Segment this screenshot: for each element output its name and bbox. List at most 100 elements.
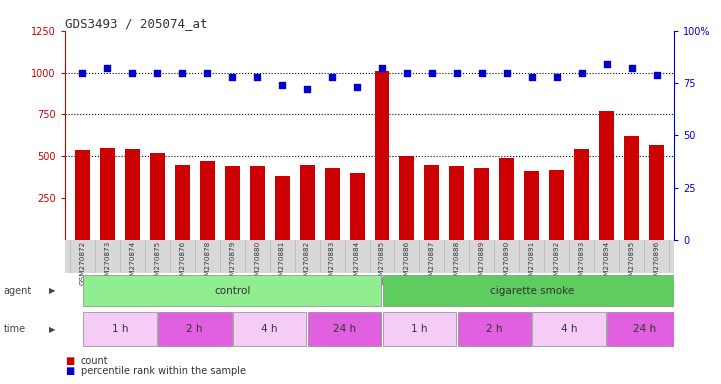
Text: GSM270873: GSM270873 [105,241,110,285]
Text: GSM270894: GSM270894 [603,241,610,285]
Bar [574,149,589,240]
Text: GSM270896: GSM270896 [654,241,660,285]
Point [151,70,163,76]
Text: cigarette smoke: cigarette smoke [490,286,574,296]
Text: 2 h: 2 h [187,324,203,334]
Point [576,70,588,76]
Point [376,65,388,71]
Text: ▶: ▶ [49,286,56,295]
Bar [383,275,681,306]
Point [626,65,637,71]
Point [551,74,562,80]
Text: GSM270872: GSM270872 [79,241,85,285]
Text: 1 h: 1 h [411,324,428,334]
Point [451,70,463,76]
Point [401,70,412,76]
Text: GSM270881: GSM270881 [279,241,285,285]
Text: time: time [4,324,26,334]
Bar [383,312,456,346]
Text: GDS3493 / 205074_at: GDS3493 / 205074_at [65,17,208,30]
Bar [500,158,514,240]
Point [226,74,238,80]
Bar [449,166,464,240]
Text: percentile rank within the sample: percentile rank within the sample [81,366,246,376]
Bar [599,111,614,240]
Text: GSM270878: GSM270878 [204,241,211,285]
Text: agent: agent [4,286,32,296]
Text: 2 h: 2 h [486,324,503,334]
Text: 24 h: 24 h [333,324,356,334]
Text: GSM270883: GSM270883 [329,241,335,285]
Point [252,74,263,80]
Point [651,71,663,78]
Point [102,65,113,71]
Point [301,86,313,93]
Text: GSM270889: GSM270889 [479,241,485,285]
Bar [458,312,531,346]
Text: GSM270882: GSM270882 [304,241,310,285]
Text: GSM270879: GSM270879 [229,241,235,285]
Text: GSM270884: GSM270884 [354,241,360,285]
Bar [649,144,664,240]
Text: GSM270888: GSM270888 [454,241,460,285]
Text: 4 h: 4 h [262,324,278,334]
Bar [474,168,490,240]
Text: GSM270895: GSM270895 [629,241,634,285]
Point [177,70,188,76]
Point [327,74,338,80]
Bar [549,170,565,240]
Point [351,84,363,90]
Text: GSM270893: GSM270893 [579,241,585,285]
Bar [125,149,140,240]
Bar [425,166,439,240]
Point [426,70,438,76]
Point [601,61,612,67]
Point [476,70,487,76]
Bar [83,312,156,346]
Text: GSM270885: GSM270885 [379,241,385,285]
Bar [324,168,340,240]
Text: GSM270874: GSM270874 [129,241,136,285]
Point [526,74,538,80]
Text: ▶: ▶ [49,325,56,334]
Bar [233,312,306,346]
Text: 1 h: 1 h [112,324,128,334]
Text: count: count [81,356,108,366]
Bar [249,166,265,240]
Text: GSM270891: GSM270891 [528,241,535,285]
Point [276,82,288,88]
Bar [158,312,231,346]
Bar [83,275,381,306]
Bar [275,176,290,240]
Bar [174,165,190,240]
Text: GSM270875: GSM270875 [154,241,160,285]
Bar [75,150,90,240]
Point [76,70,88,76]
Bar [200,161,215,240]
Text: GSM270887: GSM270887 [429,241,435,285]
Text: 4 h: 4 h [561,324,578,334]
Bar [150,153,165,240]
Bar [374,71,389,240]
Text: ■: ■ [65,366,74,376]
Text: GSM270892: GSM270892 [554,241,559,285]
Bar [99,148,115,240]
Text: 24 h: 24 h [632,324,655,334]
Point [201,70,213,76]
Text: GSM270876: GSM270876 [180,241,185,285]
Bar [308,312,381,346]
Point [127,70,138,76]
Text: ■: ■ [65,356,74,366]
Text: GSM270890: GSM270890 [504,241,510,285]
Bar [524,171,539,240]
Bar [300,165,314,240]
Bar [624,136,640,240]
Bar [225,166,239,240]
Bar [607,312,681,346]
Bar [532,312,606,346]
Bar [399,156,415,240]
Text: GSM270880: GSM270880 [254,241,260,285]
Text: control: control [214,286,250,296]
Point [501,70,513,76]
Text: GSM270886: GSM270886 [404,241,410,285]
